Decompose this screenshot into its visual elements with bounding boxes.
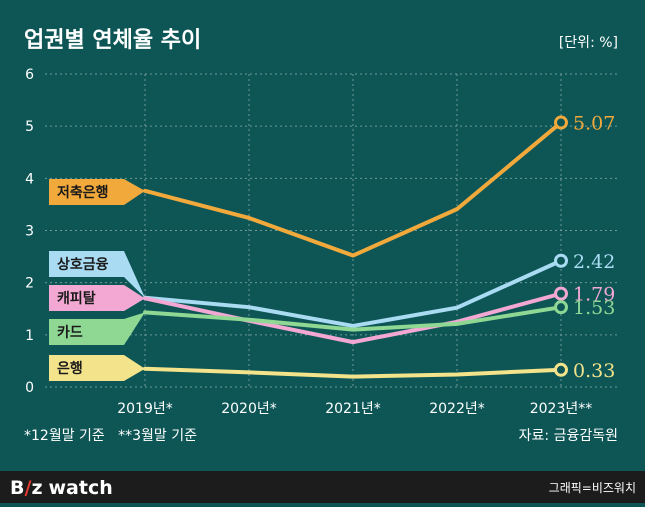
y-tick-label: 6 — [25, 67, 34, 83]
logo-b: B — [10, 477, 24, 499]
series-tag — [49, 355, 145, 381]
end-marker — [554, 253, 568, 268]
y-tick-label: 3 — [25, 224, 34, 240]
series-tag — [49, 251, 145, 298]
series-name-label: 저축은행 — [57, 185, 109, 201]
y-tick-label: 5 — [25, 119, 34, 135]
x-tick-label: 2020년* — [221, 401, 277, 417]
gridlines — [45, 73, 618, 388]
series-name-label: 카드 — [57, 325, 83, 341]
logo-z: z — [31, 477, 42, 499]
series-line — [143, 366, 563, 379]
end-marker — [554, 286, 568, 301]
series-line — [143, 291, 563, 345]
source-note: 자료: 금융감독원 — [519, 428, 618, 444]
footer-bar: B/z watch 그래픽=비즈워치 — [0, 471, 645, 503]
series-line — [143, 258, 563, 328]
series-line — [143, 120, 563, 258]
y-tick-label: 4 — [25, 171, 34, 187]
end-value-label: 2.42 — [573, 251, 615, 273]
end-marker — [554, 300, 568, 315]
x-tick-label: 2023년** — [530, 401, 593, 417]
end-value-label: 5.07 — [573, 113, 615, 135]
series-tag — [49, 285, 145, 311]
x-tick-label: 2021년* — [325, 401, 381, 417]
logo-watch: watch — [49, 477, 113, 499]
series-tag — [49, 312, 145, 345]
series-line — [143, 305, 563, 332]
x-axis-ticks: 2019년* 2020년* 2021년* 2022년* 2023년** — [117, 401, 592, 417]
end-value-label: 1.79 — [573, 284, 615, 306]
y-tick-label: 1 — [25, 328, 34, 344]
series-name-label: 상호금융 — [57, 257, 109, 273]
series-lines — [143, 120, 563, 379]
y-axis-ticks: 0 1 2 3 4 5 6 — [25, 67, 34, 396]
unit-label: [단위: %] — [559, 35, 618, 51]
series-name-label: 은행 — [57, 361, 83, 377]
footnote: *12월말 기준 **3월말 기준 — [24, 428, 197, 444]
logo-slash: / — [24, 477, 31, 499]
end-marker — [554, 362, 568, 377]
y-tick-label: 0 — [25, 380, 34, 396]
series-name-label: 캐피탈 — [57, 291, 96, 307]
x-tick-label: 2019년* — [117, 401, 173, 417]
graphic-credit: 그래픽=비즈워치 — [549, 481, 636, 495]
footer-content: B/z watch 그래픽=비즈워치 — [10, 477, 636, 499]
chart-title: 업권별 연체율 추이 — [24, 28, 201, 53]
x-tick-label: 2022년* — [429, 401, 485, 417]
end-value-label: 1.53 — [573, 297, 615, 319]
y-tick-label: 2 — [25, 276, 34, 292]
end-markers: 5.07 2.42 1.791.53 0.33 — [554, 113, 615, 382]
end-value-label: 0.33 — [573, 360, 615, 382]
bizwatch-logo: B/z watch — [10, 477, 113, 499]
series-tag — [49, 179, 145, 205]
end-marker — [554, 115, 568, 130]
